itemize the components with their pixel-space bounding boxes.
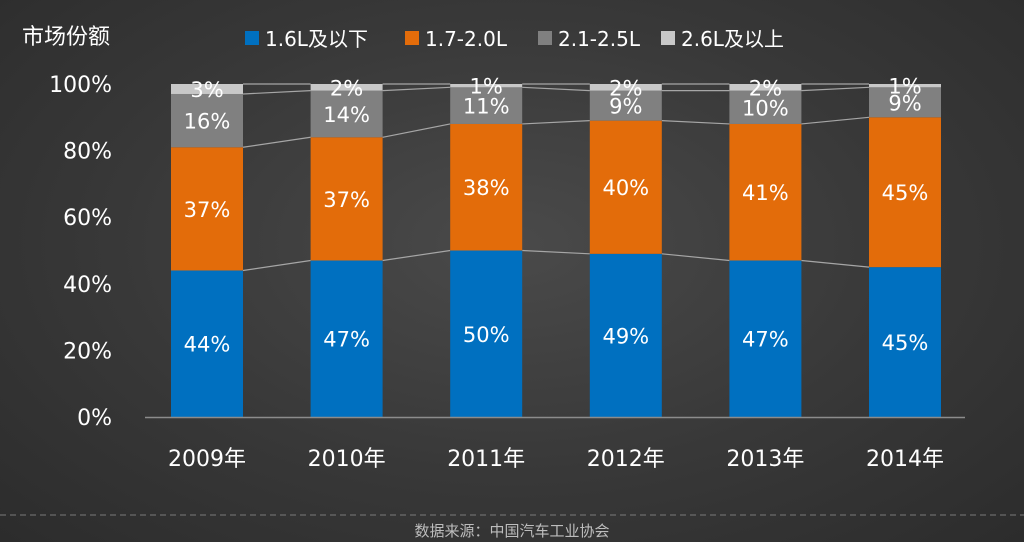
series-line-0-2: [522, 249, 590, 255]
data-label-2-0: 16%: [184, 110, 231, 134]
data-label-3-0: 3%: [190, 78, 223, 102]
series-connector-lines: [242, 83, 870, 272]
bar-0-0: [171, 270, 243, 417]
data-label-2-2: 11%: [463, 95, 510, 119]
series-line-2-1: [382, 86, 451, 92]
data-label-0-4: 47%: [742, 328, 789, 352]
x-tick-label-4: 2013年: [726, 447, 804, 472]
y-tick-label-5: 100%: [49, 73, 112, 98]
bar-0-5: [869, 267, 941, 417]
y-axis-label: 市场份额: [22, 25, 110, 50]
bar-1-0: [171, 147, 243, 271]
legend-label-3: 2.6L及以上: [681, 27, 784, 51]
series-line-0-4: [801, 259, 870, 268]
data-label-0-0: 44%: [184, 333, 231, 357]
data-label-1-5: 45%: [882, 181, 929, 205]
bar-3-2: [450, 84, 523, 88]
bar-2-1: [310, 90, 383, 138]
bar-3-1: [310, 84, 383, 91]
y-tick-label-3: 60%: [63, 206, 112, 231]
bars: 44%37%16%3%47%37%14%2%50%38%11%1%49%40%9…: [171, 75, 941, 417]
y-tick-label-0: 0%: [77, 406, 112, 431]
x-tick-label-3: 2012年: [587, 447, 665, 472]
series-line-2-0: [242, 90, 311, 95]
bar-1-5: [869, 117, 941, 268]
bar-2-2: [450, 87, 523, 124]
series-line-2-2: [522, 86, 590, 92]
bar-2-5: [869, 87, 941, 118]
bar-2-0: [171, 93, 243, 148]
source-note: 数据来源：中国汽车工业协会: [414, 522, 609, 540]
bar-1-3: [589, 120, 662, 254]
y-tick-label-2: 40%: [63, 273, 112, 298]
data-label-2-5: 9%: [888, 91, 921, 115]
bar-2-4: [729, 90, 802, 124]
bar-1-2: [450, 123, 523, 251]
bar-0-1: [310, 260, 383, 417]
legend-label-1: 1.7-2.0L: [425, 27, 508, 51]
data-label-3-2: 1%: [470, 75, 503, 99]
legend-swatch-1: [405, 31, 419, 45]
bar-1-4: [729, 123, 802, 261]
data-label-0-2: 50%: [463, 323, 510, 347]
data-label-2-3: 9%: [609, 95, 642, 119]
series-line-1-1: [382, 123, 451, 138]
data-label-0-5: 45%: [882, 331, 929, 355]
x-tick-label-1: 2010年: [308, 447, 386, 472]
data-label-3-3: 2%: [609, 76, 642, 100]
bar-3-5: [869, 84, 941, 88]
bar-0-4: [729, 260, 802, 417]
data-label-3-1: 2%: [330, 76, 363, 100]
series-line-1-4: [801, 116, 870, 125]
legend-label-0: 1.6L及以下: [265, 27, 368, 51]
x-tick-label-2: 2011年: [447, 447, 525, 472]
data-label-0-1: 47%: [323, 328, 370, 352]
data-label-0-3: 49%: [602, 324, 649, 348]
x-tick-label-5: 2014年: [866, 447, 944, 472]
data-label-1-2: 38%: [463, 176, 510, 200]
data-label-1-0: 37%: [184, 198, 231, 222]
series-line-0-3: [661, 253, 730, 262]
y-tick-label-4: 80%: [63, 140, 112, 165]
data-label-1-3: 40%: [602, 176, 649, 200]
legend: 1.6L及以下 1.7-2.0L 2.1-2.5L 2.6L及以上: [245, 27, 784, 51]
bar-1-1: [310, 137, 383, 261]
bar-2-3: [589, 90, 662, 121]
x-tick-label-0: 2009年: [168, 447, 246, 472]
series-line-1-0: [242, 136, 311, 148]
legend-swatch-0: [245, 31, 259, 45]
y-tick-label-1: 20%: [63, 339, 112, 364]
series-line-1-2: [522, 120, 590, 125]
data-label-1-1: 37%: [323, 188, 370, 212]
series-line-0-0: [242, 259, 311, 272]
series-line-0-1: [382, 249, 451, 262]
data-label-1-4: 41%: [742, 181, 789, 205]
series-line-1-3: [661, 120, 730, 125]
legend-label-2: 2.1-2.5L: [558, 27, 641, 51]
bar-0-3: [589, 253, 662, 417]
bar-0-2: [450, 250, 523, 417]
y-axis-ticks: 0% 20% 40% 60% 80% 100%: [49, 73, 112, 431]
x-axis-categories: 2009年 2010年 2011年 2012年 2013年 2014年: [168, 447, 944, 472]
bar-3-0: [171, 84, 243, 94]
data-label-2-4: 10%: [742, 96, 789, 120]
series-line-2-4: [801, 86, 870, 92]
data-label-3-5: 1%: [888, 75, 921, 99]
bar-3-4: [729, 84, 802, 91]
data-label-3-4: 2%: [749, 76, 782, 100]
legend-swatch-2: [538, 31, 552, 45]
bar-3-3: [589, 84, 662, 91]
legend-swatch-3: [661, 31, 675, 45]
data-label-2-1: 14%: [323, 103, 370, 127]
